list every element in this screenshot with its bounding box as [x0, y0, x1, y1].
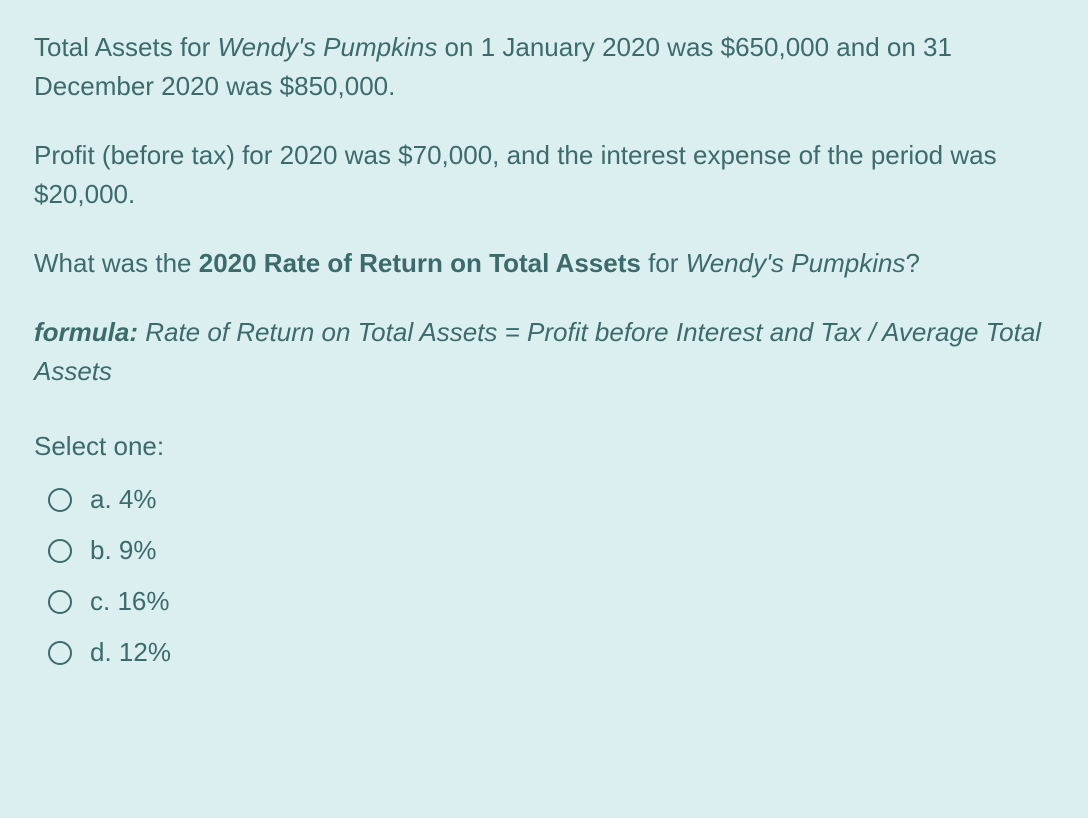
radio-a[interactable] — [48, 488, 72, 512]
option-c-label[interactable]: c. 16% — [90, 586, 170, 617]
option-d-label[interactable]: d. 12% — [90, 637, 171, 668]
option-a[interactable]: a. 4% — [34, 484, 1054, 515]
p3-text-3: ? — [905, 248, 919, 278]
paragraph-2: Profit (before tax) for 2020 was $70,000… — [34, 136, 1054, 214]
p3-company: Wendy's Pumpkins — [686, 248, 906, 278]
select-one-label: Select one: — [34, 431, 1054, 462]
formula-text: Rate of Return on Total Assets = Profit … — [34, 317, 1041, 386]
option-a-label[interactable]: a. 4% — [90, 484, 157, 515]
radio-c[interactable] — [48, 590, 72, 614]
option-c[interactable]: c. 16% — [34, 586, 1054, 617]
p1-company: Wendy's Pumpkins — [218, 32, 438, 62]
p3-text-1: What was the — [34, 248, 199, 278]
p3-bold: 2020 Rate of Return on Total Assets — [199, 248, 641, 278]
formula-label: formula: — [34, 317, 138, 347]
radio-b[interactable] — [48, 539, 72, 563]
question-text: Total Assets for Wendy's Pumpkins on 1 J… — [34, 28, 1054, 391]
p3-text-2: for — [641, 248, 686, 278]
option-d[interactable]: d. 12% — [34, 637, 1054, 668]
paragraph-3: What was the 2020 Rate of Return on Tota… — [34, 244, 1054, 283]
option-b[interactable]: b. 9% — [34, 535, 1054, 566]
option-b-label[interactable]: b. 9% — [90, 535, 157, 566]
radio-d[interactable] — [48, 641, 72, 665]
formula-line: formula: Rate of Return on Total Assets … — [34, 313, 1054, 391]
paragraph-1: Total Assets for Wendy's Pumpkins on 1 J… — [34, 28, 1054, 106]
p1-text-1: Total Assets for — [34, 32, 218, 62]
